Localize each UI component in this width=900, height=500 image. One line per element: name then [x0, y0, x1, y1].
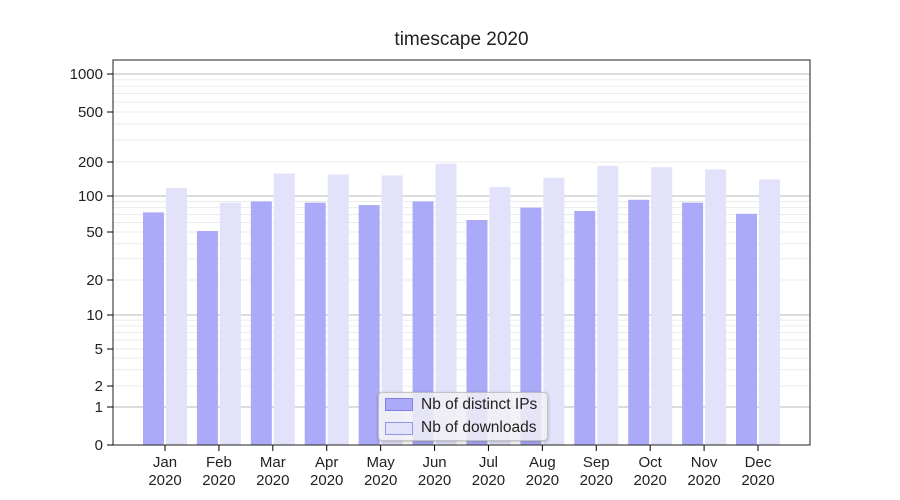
svg-text:2020: 2020	[633, 472, 666, 489]
svg-text:Nov: Nov	[691, 454, 718, 471]
svg-text:2020: 2020	[364, 472, 397, 489]
svg-text:100: 100	[78, 188, 103, 205]
svg-text:1000: 1000	[70, 66, 103, 83]
svg-text:Aug: Aug	[529, 454, 556, 471]
svg-text:Mar: Mar	[260, 454, 286, 471]
svg-text:Oct: Oct	[639, 454, 663, 471]
svg-text:10: 10	[86, 307, 103, 324]
svg-text:200: 200	[78, 154, 103, 171]
svg-text:May: May	[366, 454, 395, 471]
svg-text:Jul: Jul	[479, 454, 498, 471]
svg-text:Apr: Apr	[315, 454, 338, 471]
svg-text:500: 500	[78, 104, 103, 121]
svg-text:0: 0	[95, 437, 103, 454]
svg-text:50: 50	[86, 224, 103, 241]
svg-text:2020: 2020	[148, 472, 181, 489]
svg-text:Jun: Jun	[422, 454, 446, 471]
svg-text:2020: 2020	[526, 472, 559, 489]
svg-text:Feb: Feb	[206, 454, 232, 471]
svg-text:2020: 2020	[741, 472, 774, 489]
svg-text:2: 2	[95, 378, 103, 395]
svg-text:Dec: Dec	[745, 454, 772, 471]
svg-text:2020: 2020	[310, 472, 343, 489]
svg-text:2020: 2020	[580, 472, 613, 489]
svg-text:2020: 2020	[256, 472, 289, 489]
svg-text:2020: 2020	[418, 472, 451, 489]
svg-text:2020: 2020	[687, 472, 720, 489]
svg-text:1: 1	[95, 399, 103, 416]
svg-text:Jan: Jan	[153, 454, 177, 471]
svg-text:2020: 2020	[472, 472, 505, 489]
svg-text:Sep: Sep	[583, 454, 610, 471]
svg-text:5: 5	[95, 341, 103, 358]
svg-text:2020: 2020	[202, 472, 235, 489]
svg-text:20: 20	[86, 272, 103, 289]
